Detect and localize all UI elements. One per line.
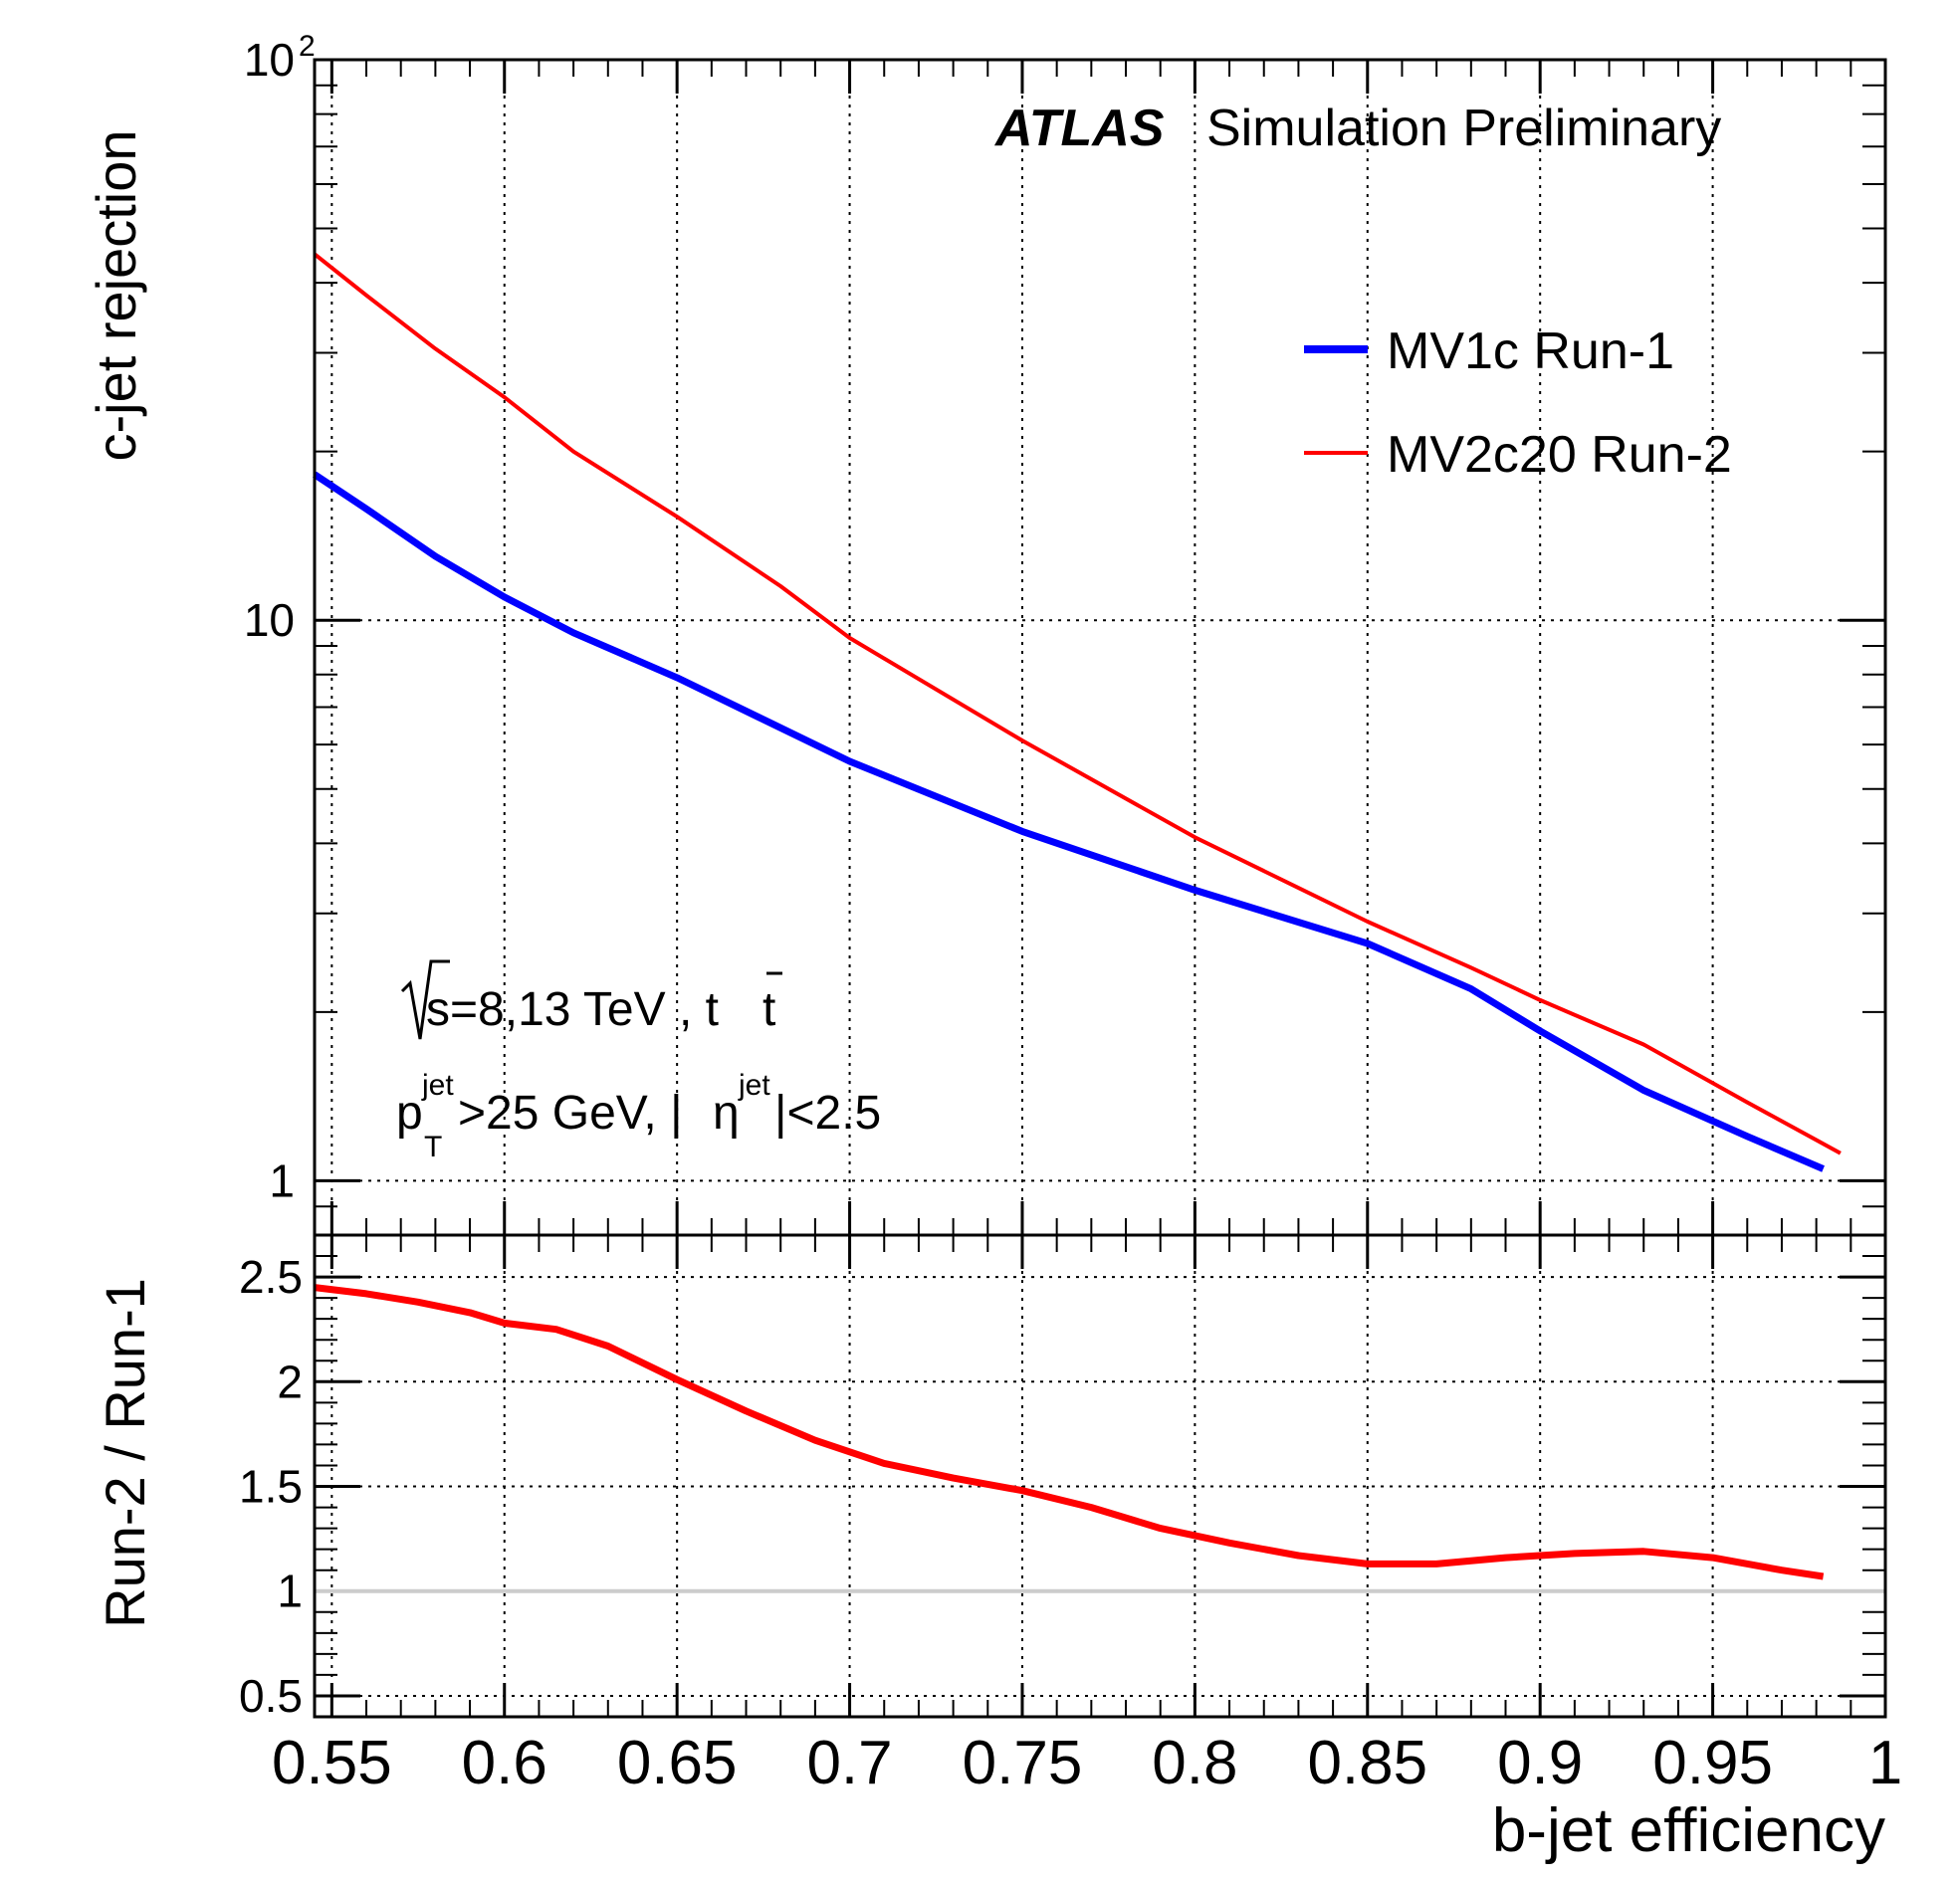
- x-tick-label: 0.55: [272, 1729, 392, 1797]
- ratio-panel: 0.5 1 1.5 2 2.5 0.55 0.6 0.65 0.7 0.75 0.8 0.85 0.9…: [94, 1233, 1902, 1865]
- legend: MV1c Run-1 MV2c20 Run-2: [1304, 322, 1732, 484]
- tbar-text: t: [762, 983, 775, 1036]
- ratio-y-tick-label: 1: [277, 1566, 303, 1617]
- ratio-ticks: [315, 1235, 1887, 1717]
- ratio-ytick-labels: 0.5 1 1.5 2 2.5: [239, 1251, 303, 1722]
- x-tick-label: 0.9: [1497, 1729, 1583, 1797]
- pt-sup: jet: [421, 1069, 454, 1102]
- sqrt-symbol: [400, 959, 450, 1040]
- selection-annotation: p jet T >25 GeV, | η jet |<2.5: [396, 1069, 881, 1163]
- x-tick-label: 0.75: [963, 1729, 1083, 1797]
- legend-label-mv2c20: MV2c20 Run-2: [1387, 426, 1732, 484]
- main-series: [313, 252, 1842, 1172]
- x-axis-title: b-jet efficiency: [1492, 1796, 1885, 1865]
- series-line-ratio: [314, 1284, 1825, 1580]
- main-y-tick-label: 1: [269, 1154, 295, 1206]
- ratio-grid: [315, 1235, 1885, 1717]
- x-tick-label: 0.6: [462, 1729, 547, 1797]
- x-tick-label: 0.7: [806, 1729, 892, 1797]
- ratio-y-tick-label: 0.5: [239, 1670, 303, 1722]
- ratio-y-tick-label: 2.5: [239, 1251, 303, 1303]
- ratio-plot-frame: [313, 1233, 1887, 1719]
- series-line-mv2c20-run2: [313, 252, 1842, 1155]
- atlas-label: ATLAS: [993, 100, 1165, 157]
- pt-sub: T: [424, 1131, 442, 1163]
- ratio-y-axis-title: Run-2 / Run-1: [94, 1278, 156, 1628]
- x-tick-label: 0.8: [1152, 1729, 1237, 1797]
- eta-sup: jet: [738, 1069, 770, 1102]
- x-tick-labels: 0.55 0.6 0.65 0.7 0.75 0.8 0.85 0.9 0.95 1: [272, 1729, 1902, 1797]
- legend-label-mv1c: MV1c Run-1: [1387, 322, 1674, 380]
- energy-annotation: s=8,13 TeV , t t: [400, 959, 782, 1040]
- x-tick-label: 0.65: [617, 1729, 738, 1797]
- energy-text: s=8,13 TeV , t: [426, 983, 719, 1036]
- main-y-tick-label: 10: [244, 594, 295, 646]
- x-tick-label: 1: [1868, 1729, 1902, 1797]
- eta-cut: |<2.5: [774, 1087, 881, 1140]
- main-y-tick-label: 10: [244, 34, 295, 86]
- pt-p: p: [396, 1087, 423, 1140]
- main-y-axis-title: c-jet rejection: [85, 129, 147, 461]
- series-line-mv1c-run1: [313, 471, 1825, 1172]
- x-tick-label: 0.95: [1652, 1729, 1773, 1797]
- main-ticks: [315, 58, 1887, 1236]
- pt-cut: >25 GeV, |: [458, 1087, 683, 1140]
- ratio-y-tick-label: 1.5: [239, 1461, 303, 1513]
- main-y-tick-exponent: 2: [299, 30, 316, 63]
- main-plot-frame: [313, 58, 1887, 1237]
- status-label: Simulation Preliminary: [1206, 100, 1721, 157]
- eta-symbol: η: [713, 1087, 740, 1140]
- ratio-series: [314, 1284, 1885, 1593]
- x-tick-label: 0.85: [1307, 1729, 1427, 1797]
- main-grid: [315, 60, 1885, 1235]
- ratio-y-tick-label: 2: [277, 1356, 303, 1407]
